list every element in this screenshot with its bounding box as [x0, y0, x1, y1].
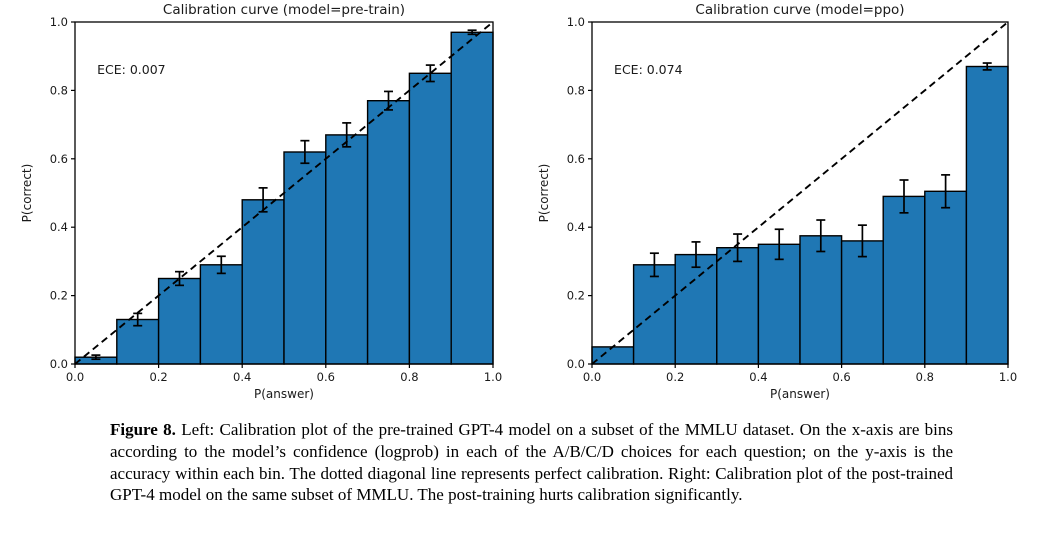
histogram-bar [450, 31, 494, 365]
y-tick-label: 0.6 [567, 152, 585, 166]
histogram-bar [674, 253, 718, 365]
y-tick-label: 0.4 [567, 220, 585, 234]
calibration-chart-pretrain: 0.0 0.2 0.4 0.6 0.8 1.0 0.0 0.2 0.4 0.6 0.8 1.0 Cali… [20, 2, 502, 401]
histogram-bar [965, 65, 1009, 365]
y-tick-label: 0.0 [567, 357, 585, 371]
x-tick-label: 0.2 [149, 370, 167, 384]
x-tick-label: 0.0 [583, 370, 601, 384]
x-tick-label: 0.6 [832, 370, 850, 384]
histogram-bar [632, 264, 676, 365]
x-axis-label: P(answer) [254, 387, 314, 401]
x-tick-label: 0.8 [916, 370, 934, 384]
histogram-bar [366, 99, 411, 365]
x-tick-label: 0.8 [400, 370, 418, 384]
y-tick-label: 0.6 [50, 152, 68, 166]
x-tick-label: 1.0 [484, 370, 502, 384]
figure-caption: Figure 8. Left: Calibration plot of the … [110, 419, 953, 506]
plot-border [74, 21, 494, 365]
y-tick-label: 0.2 [50, 289, 68, 303]
y-tick-label: 0.4 [50, 220, 68, 234]
figure-caption-label: Figure 8. [110, 420, 182, 439]
charts-row: 0.0 0.2 0.4 0.6 0.8 1.0 0.0 0.2 0.4 0.6 0.8 1.0 Cali… [20, 2, 1017, 401]
plot-border [591, 21, 1009, 365]
perfect-calibration-line [74, 21, 494, 365]
y-tick-label: 0.2 [567, 289, 585, 303]
figure-caption-text: Left: Calibration plot of the pre-traine… [110, 420, 953, 505]
histogram-bar [924, 190, 968, 365]
x-axis-label: P(answer) [770, 387, 830, 401]
x-tick-label: 0.2 [666, 370, 684, 384]
chart-title: Calibration curve (model=pre-train) [163, 2, 405, 18]
histogram-bar [716, 246, 760, 365]
histogram-bar [757, 243, 801, 365]
ece-label: ECE: 0.007 [97, 62, 165, 77]
y-tick-label: 1.0 [50, 15, 68, 29]
histogram-bar [840, 240, 884, 365]
x-tick-label: 0.4 [233, 370, 251, 384]
histogram-bar [325, 134, 369, 365]
histogram-bar [283, 151, 327, 365]
y-tick-label: 0.8 [567, 83, 585, 97]
histogram-bar [241, 199, 285, 365]
x-tick-label: 0.0 [66, 370, 84, 384]
x-tick-label: 0.6 [317, 370, 335, 384]
histogram-bar [591, 346, 635, 365]
ece-label: ECE: 0.074 [614, 62, 683, 77]
histogram-bar [408, 72, 452, 365]
chart-title: Calibration curve (model=ppo) [695, 2, 904, 18]
y-tick-label: 0.0 [50, 357, 68, 371]
histogram-bar [199, 264, 243, 365]
histogram-bar [799, 235, 843, 365]
x-tick-label: 1.0 [999, 370, 1017, 384]
x-tick-label: 0.4 [749, 370, 767, 384]
y-axis-label: P(correct) [537, 164, 551, 223]
y-axis-label: P(correct) [20, 164, 34, 223]
calibration-chart-ppo: 0.0 0.2 0.4 0.6 0.8 1.0 0.0 0.2 0.4 0.6 0.8 1.0 Cali… [537, 2, 1017, 401]
y-tick-label: 0.8 [50, 83, 68, 97]
perfect-calibration-line [591, 21, 1009, 365]
y-tick-label: 1.0 [567, 15, 585, 29]
histogram-bar [882, 195, 926, 365]
